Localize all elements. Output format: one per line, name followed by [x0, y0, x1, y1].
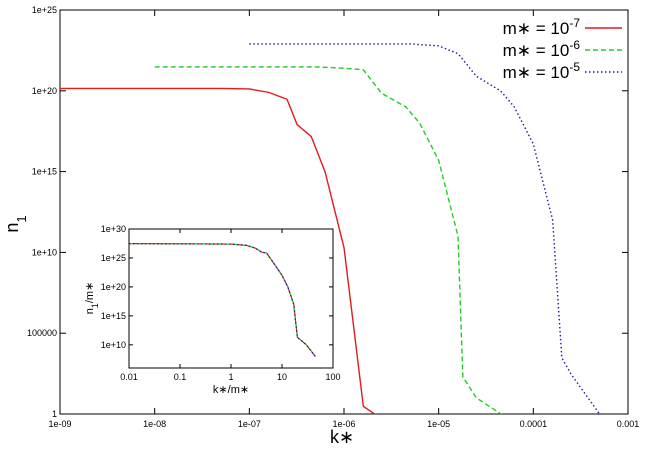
main-y-tick-label: 1e+20 [32, 86, 57, 96]
inset-y-tick-label: 1e+30 [101, 224, 126, 234]
main-x-tick-label: 1e-09 [48, 419, 71, 429]
inset-series-line-3 [129, 243, 316, 357]
main-x-tick-label: 1e-08 [143, 419, 166, 429]
main-series-line-1 [60, 87, 376, 414]
main-x-tick-label: 0.0001 [520, 419, 548, 429]
legend-label-base: m∗ = 10 [503, 63, 570, 82]
legend-label-exponent: -7 [569, 16, 580, 30]
inset-x-tick-label: 0.01 [120, 372, 138, 382]
x-axis-label: k∗ [330, 427, 354, 447]
inset-x-tick-label: 100 [325, 372, 340, 382]
legend: m∗ = 10-7m∗ = 10-6m∗ = 10-5 [503, 16, 622, 82]
inset-y-tick-label: 1e+15 [101, 311, 126, 321]
y-axis-label-main: n [2, 223, 22, 233]
main-axis-ticks: 1e-09 1e-08 1e-07 1e-06 1e-05 0.0001 0.0011100… [27, 5, 639, 429]
main-y-tick-label: 1e+15 [32, 167, 57, 177]
main-series-group [60, 43, 601, 414]
inset-y-axis-label-main: n [84, 308, 96, 314]
inset-x-tick-label: 10 [277, 372, 287, 382]
inset-axis-ticks: 0.01 0.1 1 10 100 1e+10 1e+15 1e+20 1e+25 1e+30 [101, 224, 341, 382]
legend-label-base: m∗ = 10 [503, 19, 570, 38]
inset-y-tick-label: 1e+10 [101, 340, 126, 350]
legend-label-base: m∗ = 10 [503, 41, 570, 60]
main-series-line-3 [249, 43, 601, 414]
main-y-tick-label: 1e+25 [32, 5, 57, 15]
main-series-line-2 [154, 66, 503, 414]
inset-series-group [129, 243, 316, 357]
main-x-tick-label: 1e-06 [332, 419, 355, 429]
inset-y-tick-label: 1e+25 [101, 253, 126, 263]
inset-x-tick-label: 1 [228, 372, 233, 382]
inset-x-tick-label: 0.1 [174, 372, 187, 382]
main-y-tick-label: 1e+10 [32, 247, 57, 257]
y-axis-label: n1 [2, 215, 29, 232]
main-x-tick-label: 1e-05 [427, 419, 450, 429]
inset-x-axis-label: k∗/m∗ [213, 384, 249, 396]
legend-label-1: m∗ = 10-7 [503, 16, 581, 38]
inset-frame [128, 228, 334, 369]
legend-label-2: m∗ = 10-6 [503, 38, 581, 60]
main-y-tick-label: 100000 [27, 328, 57, 338]
inset-y-axis-label: n1/m∗ [84, 282, 100, 315]
y-axis-label-subscript: 1 [14, 215, 29, 222]
legend-label-exponent: -5 [569, 60, 580, 74]
inset-y-axis-label-rest: /m∗ [84, 282, 96, 303]
inset-y-axis-label-subscript: 1 [90, 303, 100, 308]
main-y-tick-label: 1 [52, 409, 57, 419]
main-x-tick-label: 1e-07 [238, 419, 261, 429]
main-x-tick-label: 0.001 [617, 419, 640, 429]
legend-label-3: m∗ = 10-5 [503, 60, 581, 82]
inset-y-tick-label: 1e+20 [101, 282, 126, 292]
legend-label-exponent: -6 [569, 38, 580, 52]
